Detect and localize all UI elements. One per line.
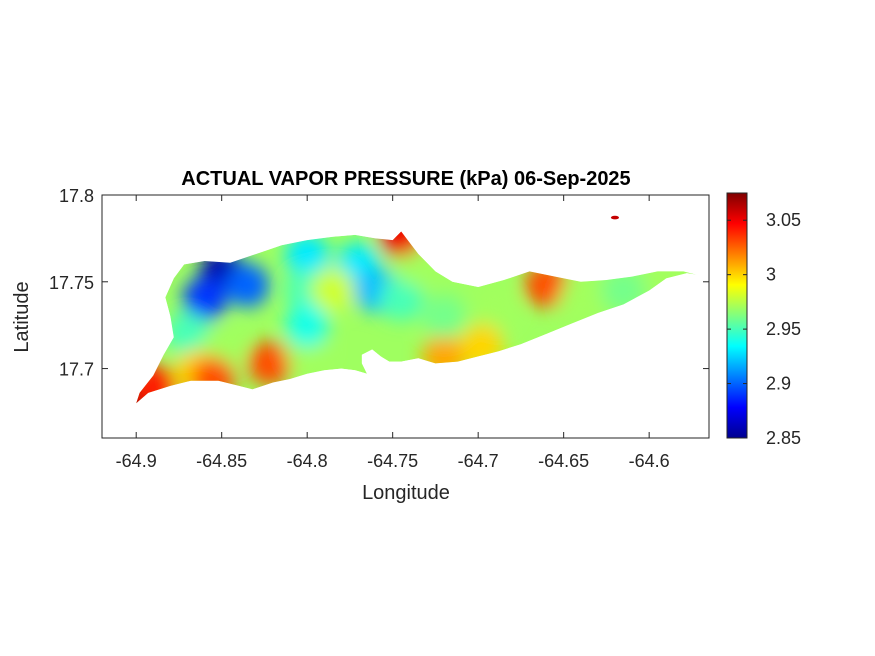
x-axis: -64.9 -64.85 -64.8 -64.75 -64.7 -64.65 -64.6 bbox=[116, 195, 670, 471]
field-sample-3 bbox=[285, 233, 330, 278]
field-sample-12 bbox=[247, 341, 292, 386]
field-sample-2 bbox=[225, 263, 270, 308]
field-sample-1 bbox=[182, 277, 227, 322]
y-tick-label: 17.8 bbox=[59, 186, 94, 206]
colorbar-tick-label: 2.85 bbox=[766, 428, 801, 448]
x-axis-label: Longitude bbox=[362, 482, 450, 504]
y-tick-label: 17.7 bbox=[59, 360, 94, 380]
y-axis-label: Latitude bbox=[11, 281, 33, 352]
colorbar-tick-label: 3.05 bbox=[766, 210, 801, 230]
colorbar-tick-label: 2.9 bbox=[766, 374, 791, 394]
x-tick-label: -64.75 bbox=[367, 451, 418, 471]
x-tick-label: -64.65 bbox=[538, 451, 589, 471]
chart-title: ACTUAL VAPOR PRESSURE (kPa) 06-Sep-2025 bbox=[181, 168, 630, 190]
colorbar bbox=[726, 192, 748, 439]
x-tick-label: -64.85 bbox=[196, 451, 247, 471]
colorbar-tick-label: 2.95 bbox=[766, 319, 801, 339]
y-tick-label: 17.75 bbox=[49, 273, 94, 293]
field-sample-15 bbox=[379, 277, 424, 322]
offshore-islet bbox=[610, 215, 619, 220]
field-sample-14 bbox=[285, 303, 330, 348]
colorbar-ticks: 2.85 2.9 2.95 3 3.05 bbox=[727, 210, 801, 448]
colorbar-tick-label: 3 bbox=[766, 265, 776, 285]
x-tick-label: -64.7 bbox=[458, 451, 499, 471]
field-sample-7 bbox=[310, 268, 355, 313]
field-sample-20 bbox=[473, 285, 518, 330]
field-sample-19 bbox=[421, 294, 466, 339]
x-tick-label: -64.9 bbox=[116, 451, 157, 471]
vapor-pressure-field bbox=[136, 231, 697, 404]
field-sample-22 bbox=[558, 277, 603, 322]
y-axis: 17.7 17.75 17.8 bbox=[49, 186, 709, 380]
field-sample-8 bbox=[165, 311, 210, 356]
x-tick-label: -64.6 bbox=[629, 451, 670, 471]
x-tick-label: -64.8 bbox=[287, 451, 328, 471]
